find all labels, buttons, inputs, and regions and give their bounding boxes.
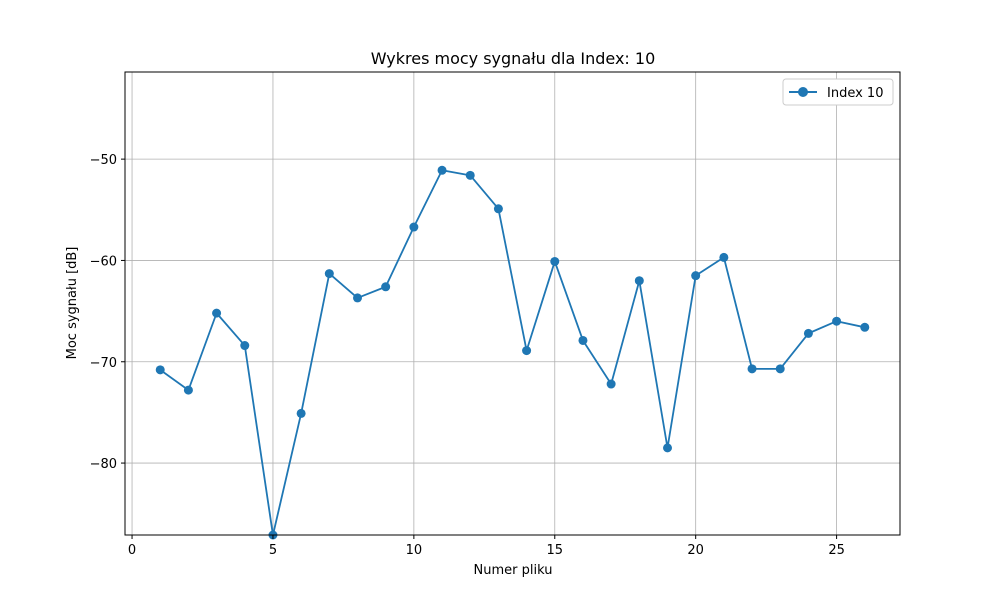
data-point [803, 328, 813, 338]
data-point [747, 364, 757, 374]
data-point [381, 282, 391, 292]
plot-frame [124, 71, 901, 536]
data-point [691, 271, 701, 281]
data-point [578, 335, 588, 345]
data-point [465, 170, 475, 180]
x-tick-label: 25 [828, 543, 845, 558]
legend-box [782, 78, 894, 106]
chart-title: Wykres mocy sygnału dla Index: 10 [371, 49, 656, 68]
x-tick-label: 5 [269, 543, 277, 558]
y-tick-label: −60 [90, 254, 117, 269]
x-axis-ticks: 0 5 10 15 20 25 [128, 535, 845, 558]
grid-lines [125, 72, 900, 535]
data-point [240, 341, 250, 351]
data-point [832, 316, 842, 326]
data-point [353, 293, 362, 303]
data-point [775, 364, 785, 374]
data-point [437, 165, 447, 175]
legend-marker-sample [798, 87, 808, 97]
data-point [860, 322, 870, 332]
data-point [155, 365, 165, 375]
x-tick-label: 15 [546, 543, 563, 558]
y-tick-label: −70 [90, 356, 117, 371]
y-axis-label: Moc sygnału [dB] [65, 247, 80, 360]
data-point [522, 346, 532, 356]
x-tick-label: 20 [687, 543, 704, 558]
data-point [183, 385, 193, 395]
data-point [606, 379, 616, 389]
x-axis-label: Numer pliku [474, 563, 553, 578]
y-axis-ticks: −80 −70 −60 −50 [90, 153, 125, 472]
y-tick-label: −50 [90, 153, 117, 168]
legend: Index 10 [782, 78, 894, 106]
data-point [550, 256, 560, 266]
data-point [663, 443, 672, 453]
data-point [212, 308, 222, 318]
series-layer [155, 165, 870, 540]
x-tick-label: 0 [128, 543, 136, 558]
legend-entry-label: Index 10 [827, 86, 883, 101]
series-line [159, 169, 865, 536]
data-point [409, 222, 419, 232]
data-point [634, 276, 644, 286]
x-tick-label: 10 [406, 543, 423, 558]
data-point [296, 408, 306, 418]
data-point [493, 204, 503, 214]
data-point [719, 252, 729, 262]
y-tick-label: −80 [90, 457, 117, 472]
data-point [324, 269, 334, 279]
